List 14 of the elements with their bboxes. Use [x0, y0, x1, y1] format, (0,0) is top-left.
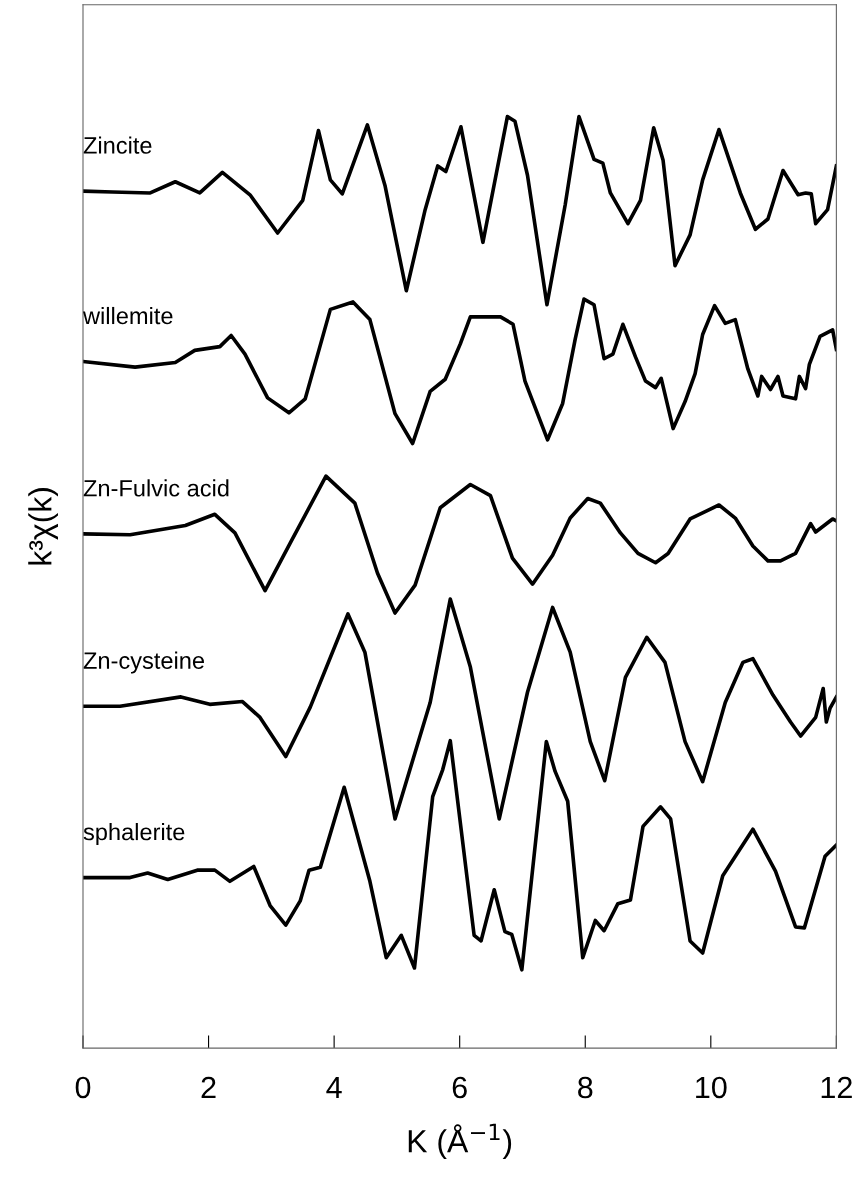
series-label: willemite: [82, 306, 173, 325]
x-tick-label: 10: [696, 1076, 727, 1099]
x-tick-label: 8: [578, 1076, 593, 1099]
series-label: Zn-cysteine: [83, 651, 204, 674]
x-tick-label: 0: [75, 1076, 91, 1099]
x-tick-label: 6: [452, 1076, 467, 1099]
series-label: Zn-Fulvic acid: [83, 479, 229, 497]
x-axis-title: K (Å$^{−1}$): [408, 1123, 512, 1159]
x-tick-label: 12: [821, 1076, 852, 1098]
series-label: Zincite: [83, 136, 152, 154]
x-tick-label: 4: [326, 1076, 342, 1098]
series-label: sphalerite: [83, 823, 185, 846]
y-axis-title: k³χ(k): [28, 488, 58, 565]
x-tick-label: 2: [201, 1076, 216, 1098]
